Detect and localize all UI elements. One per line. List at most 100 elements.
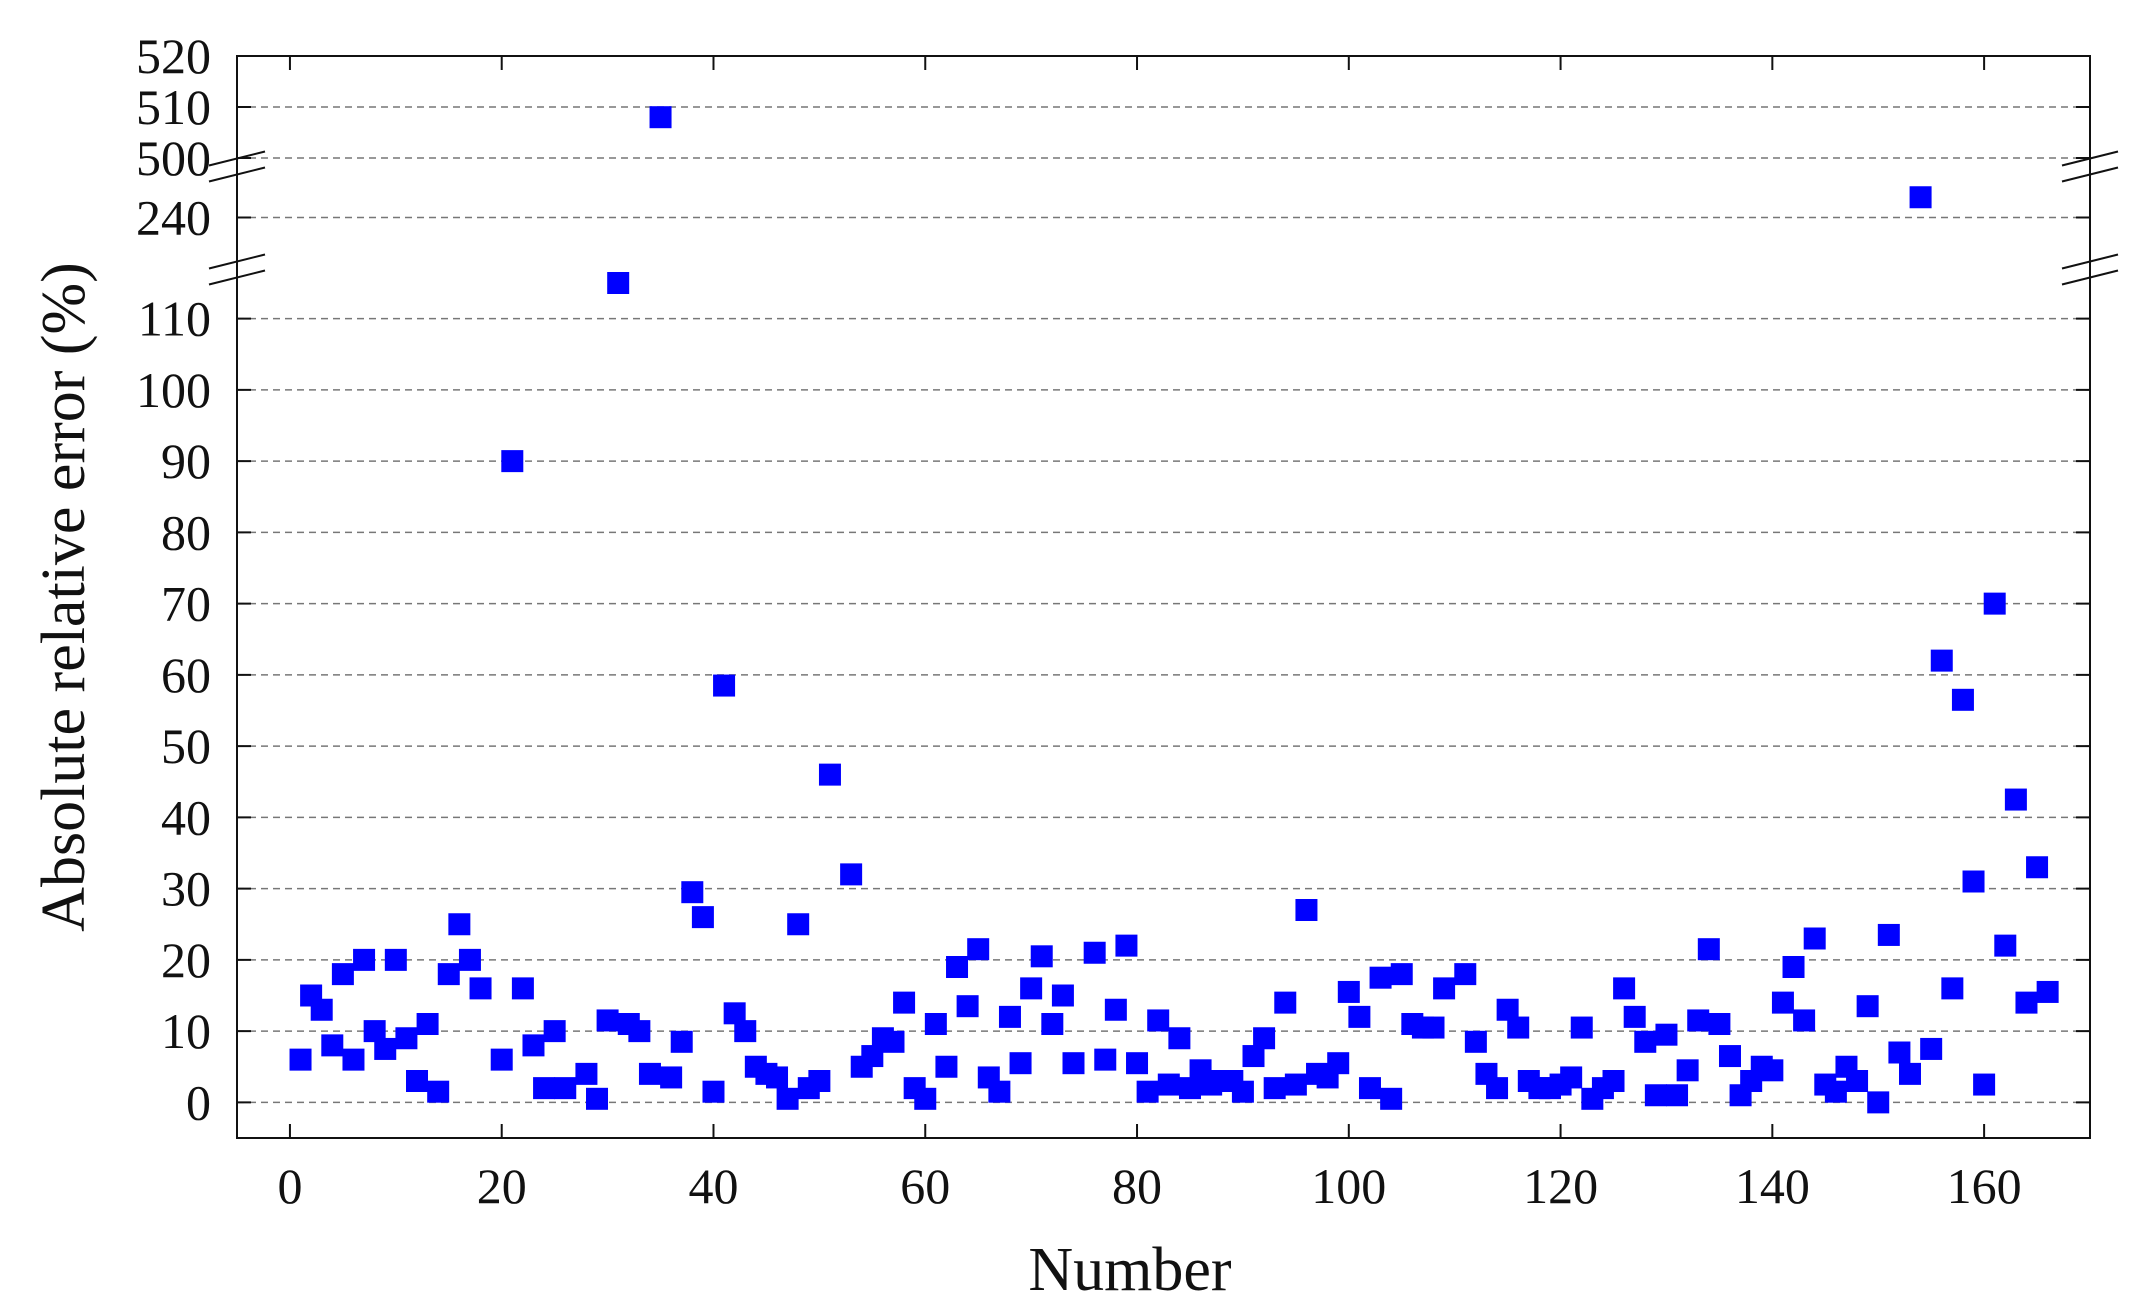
data-point xyxy=(1867,1091,1890,1114)
y-tick-label: 40 xyxy=(161,789,211,845)
data-point xyxy=(1655,1023,1678,1046)
data-point xyxy=(1464,1030,1487,1053)
data-point xyxy=(691,906,714,929)
data-point xyxy=(1433,977,1456,1000)
data-point xyxy=(2015,991,2038,1014)
data-point xyxy=(1369,966,1392,989)
data-point xyxy=(1327,1052,1350,1075)
data-point xyxy=(1274,991,1297,1014)
data-point xyxy=(437,963,460,986)
x-tick-label: 120 xyxy=(1523,1158,1598,1214)
data-point xyxy=(935,1055,958,1078)
data-point xyxy=(1994,934,2017,957)
data-point xyxy=(1507,1016,1530,1039)
data-point xyxy=(670,1030,693,1053)
data-point xyxy=(1898,1062,1921,1085)
y-tick-label: 500 xyxy=(136,130,211,186)
data-point xyxy=(924,1013,947,1035)
data-point xyxy=(1168,1027,1191,1050)
data-point xyxy=(1083,941,1106,964)
data-point xyxy=(1157,1073,1180,1096)
data-point xyxy=(1094,1048,1117,1071)
data-point xyxy=(787,913,810,936)
data-point xyxy=(638,1062,661,1085)
data-point xyxy=(893,991,916,1014)
x-tick-label: 140 xyxy=(1735,1158,1810,1214)
data-point xyxy=(1390,963,1413,986)
y-tick-label: 80 xyxy=(161,504,211,560)
data-point xyxy=(649,106,672,129)
data-point xyxy=(575,1062,598,1085)
data-point xyxy=(1104,998,1127,1021)
y-tick-label: 10 xyxy=(161,1003,211,1059)
data-point xyxy=(1126,1052,1149,1075)
data-point xyxy=(416,1013,439,1035)
data-point xyxy=(1570,1016,1593,1039)
y-tick-label: 30 xyxy=(161,861,211,917)
data-point xyxy=(353,948,376,971)
data-point xyxy=(374,1037,397,1060)
data-point xyxy=(840,863,863,886)
grid-lines xyxy=(237,106,2090,1104)
data-point xyxy=(1147,1009,1170,1032)
y-tick-label: 70 xyxy=(161,576,211,632)
data-point xyxy=(607,272,630,294)
data-point xyxy=(998,1005,1021,1028)
data-point xyxy=(734,1020,757,1043)
data-point xyxy=(2026,856,2049,879)
data-point xyxy=(310,998,333,1021)
y-tick-label: 240 xyxy=(136,190,211,246)
data-point xyxy=(1708,1013,1731,1035)
data-point xyxy=(1909,186,1932,209)
data-point xyxy=(956,995,979,1018)
data-point xyxy=(2036,980,2059,1003)
data-points xyxy=(289,106,2059,1114)
y-tick-label: 50 xyxy=(161,718,211,774)
data-point xyxy=(660,1066,683,1089)
data-point xyxy=(1761,1059,1784,1082)
data-point xyxy=(490,1048,513,1071)
data-point xyxy=(702,1080,725,1103)
y-tick-label: 20 xyxy=(161,932,211,988)
x-tick-label: 0 xyxy=(277,1158,302,1214)
data-point xyxy=(1496,998,1519,1021)
data-point xyxy=(861,1045,884,1068)
data-point xyxy=(427,1080,450,1103)
data-point xyxy=(1422,1016,1445,1039)
data-point xyxy=(681,881,704,904)
data-point xyxy=(1634,1030,1657,1053)
data-point xyxy=(723,1002,746,1025)
data-point xyxy=(1803,927,1826,950)
data-point xyxy=(1051,984,1074,1007)
data-point xyxy=(458,948,481,971)
data-point xyxy=(1041,1013,1064,1035)
data-point xyxy=(448,913,471,936)
data-point xyxy=(1846,1070,1869,1092)
data-point xyxy=(1644,1084,1667,1107)
data-point xyxy=(1231,1080,1254,1103)
data-point xyxy=(1951,688,1974,711)
data-point xyxy=(776,1087,799,1110)
data-point xyxy=(331,963,354,986)
x-tick-label: 40 xyxy=(688,1158,738,1214)
x-tick-label: 80 xyxy=(1112,1158,1162,1214)
data-point xyxy=(522,1034,545,1057)
data-point xyxy=(1687,1009,1710,1032)
data-point xyxy=(1486,1077,1509,1100)
data-point xyxy=(1295,899,1318,921)
y-tick-label: 100 xyxy=(136,362,211,418)
data-point xyxy=(1973,1073,1996,1096)
data-point xyxy=(1009,1052,1032,1075)
data-point xyxy=(384,948,407,971)
data-point xyxy=(501,450,524,473)
data-point xyxy=(395,1027,418,1050)
data-point xyxy=(2004,788,2027,811)
y-tick-label: 0 xyxy=(186,1074,211,1130)
data-point xyxy=(1613,977,1636,1000)
data-point xyxy=(1941,977,1964,1000)
data-point xyxy=(1242,1045,1265,1068)
data-point xyxy=(946,956,969,978)
